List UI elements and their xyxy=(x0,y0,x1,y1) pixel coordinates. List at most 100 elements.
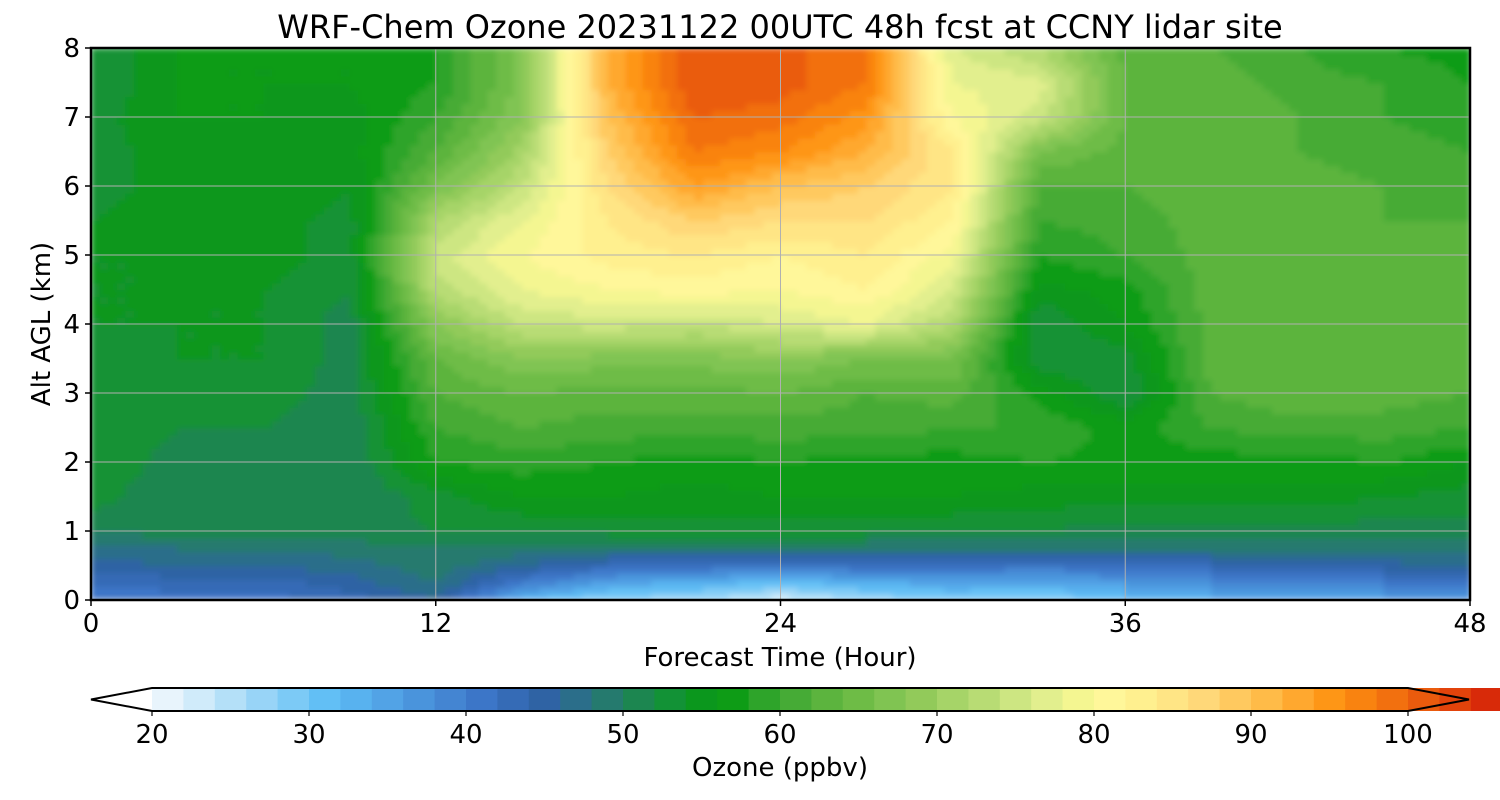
heatmap-cell xyxy=(1323,517,1333,525)
heatmap-cell xyxy=(987,441,997,449)
heatmap-cell xyxy=(246,482,256,491)
heatmap-cell xyxy=(909,420,920,429)
heatmap-cell xyxy=(616,593,627,600)
heatmap-cell xyxy=(590,593,601,600)
heatmap-cell xyxy=(1073,399,1083,408)
heatmap-cell xyxy=(271,482,282,491)
heatmap-cell xyxy=(470,393,480,401)
heatmap-cell xyxy=(539,399,549,408)
heatmap-cell xyxy=(590,510,601,518)
heatmap-cell xyxy=(720,531,730,539)
heatmap-cell xyxy=(1314,572,1325,581)
heatmap-cell xyxy=(1409,455,1420,463)
heatmap-cell xyxy=(1185,593,1195,600)
heatmap-cell xyxy=(978,558,989,567)
heatmap-cell xyxy=(194,448,204,456)
heatmap-cell xyxy=(1435,537,1445,546)
heatmap-cell xyxy=(254,510,265,518)
heatmap-cell xyxy=(590,551,601,560)
heatmap-cell xyxy=(1082,586,1092,594)
heatmap-cell xyxy=(1108,593,1118,600)
heatmap-cell xyxy=(1004,406,1015,415)
heatmap-cell xyxy=(203,579,213,587)
heatmap-cell xyxy=(315,551,325,560)
heatmap-cell xyxy=(978,413,989,422)
heatmap-cell xyxy=(211,496,222,505)
heatmap-cell xyxy=(1194,448,1204,456)
heatmap-cell xyxy=(539,565,549,574)
heatmap-cell xyxy=(1099,593,1109,600)
heatmap-cell xyxy=(952,386,963,394)
heatmap-cell xyxy=(306,434,316,443)
heatmap-cell xyxy=(556,386,566,394)
heatmap-cell xyxy=(1151,572,1161,581)
heatmap-cell xyxy=(840,399,851,408)
heatmap-cell xyxy=(659,524,670,532)
heatmap-cell xyxy=(435,489,446,498)
heatmap-cell xyxy=(1401,406,1411,415)
heatmap-cell xyxy=(970,434,980,443)
heatmap-cell xyxy=(814,393,825,401)
heatmap-cell xyxy=(1271,496,1282,505)
heatmap-cell xyxy=(349,489,359,498)
heatmap-cell xyxy=(875,503,885,512)
heatmap-cell xyxy=(1332,427,1342,436)
heatmap-cell xyxy=(220,413,230,422)
heatmap-cell xyxy=(1142,427,1152,436)
heatmap-cell xyxy=(496,531,506,539)
heatmap-cell xyxy=(668,496,678,505)
heatmap-cell xyxy=(1375,579,1385,587)
heatmap-cell xyxy=(1228,441,1239,449)
heatmap-cell xyxy=(427,517,437,525)
heatmap-cell xyxy=(91,579,101,587)
heatmap-cell xyxy=(401,406,411,415)
heatmap-cell xyxy=(763,524,773,532)
heatmap-cell xyxy=(470,593,480,600)
heatmap-cell xyxy=(289,448,299,456)
heatmap-cell xyxy=(487,427,497,436)
heatmap-cell xyxy=(513,468,523,477)
heatmap-cell xyxy=(418,475,428,484)
heatmap-cell xyxy=(435,537,446,546)
heatmap-cell xyxy=(1082,496,1092,505)
heatmap-cell xyxy=(754,406,765,415)
heatmap-cell xyxy=(702,420,713,429)
heatmap-cell xyxy=(194,558,204,567)
heatmap-cell xyxy=(694,441,704,449)
heatmap-cell xyxy=(642,558,653,567)
heatmap-cell xyxy=(1228,544,1239,553)
heatmap-cell xyxy=(125,455,135,463)
heatmap-cell xyxy=(1116,551,1127,560)
heatmap-cell xyxy=(280,434,291,443)
heatmap-cell xyxy=(1090,551,1101,560)
heatmap-cell xyxy=(323,586,334,594)
heatmap-cell xyxy=(1142,455,1152,463)
heatmap-cell xyxy=(1401,544,1411,553)
heatmap-cell xyxy=(892,572,902,581)
heatmap-cell xyxy=(504,579,515,587)
heatmap-cell xyxy=(582,565,592,574)
heatmap-cell xyxy=(91,441,101,449)
heatmap-cell xyxy=(1021,503,1032,512)
heatmap-cell xyxy=(332,406,342,415)
heatmap-cell xyxy=(1323,475,1333,484)
heatmap-cell xyxy=(332,434,342,443)
heatmap-cell xyxy=(1228,579,1239,587)
heatmap-cell xyxy=(1073,537,1083,546)
heatmap-cell xyxy=(159,441,170,449)
heatmap-cell xyxy=(728,510,739,518)
heatmap-cell xyxy=(995,558,1006,567)
heatmap-cell xyxy=(1047,551,1058,560)
heatmap-cell xyxy=(746,482,756,491)
heatmap-cell xyxy=(1159,593,1170,600)
heatmap-cell xyxy=(1151,579,1161,587)
heatmap-cell xyxy=(151,462,161,470)
heatmap-cell xyxy=(220,468,230,477)
heatmap-cell xyxy=(763,448,773,456)
heatmap-cell xyxy=(384,544,394,553)
heatmap-cell xyxy=(728,579,739,587)
heatmap-cell xyxy=(435,406,446,415)
heatmap-cell xyxy=(315,503,325,512)
heatmap-cell xyxy=(1401,393,1411,401)
heatmap-cell xyxy=(840,393,851,401)
